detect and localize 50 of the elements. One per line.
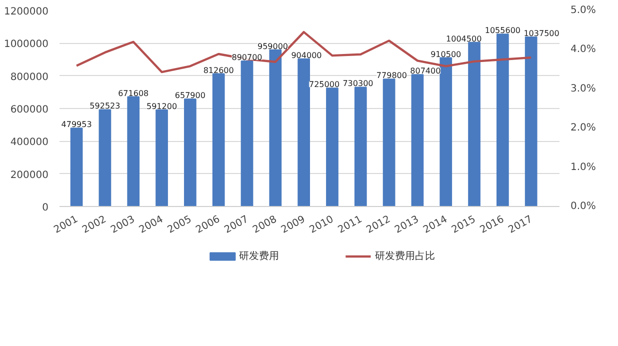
legend-label: 研发费用 [239, 250, 280, 262]
data-label: 1055600 [484, 26, 521, 36]
data-label: 904000 [291, 50, 322, 60]
bar [212, 73, 225, 206]
x-tick-label: 2011 [336, 214, 364, 236]
y2-tick-label: 2.0% [570, 122, 596, 134]
data-label: 959000 [257, 42, 288, 51]
y2-tick-label: 4.0% [570, 44, 596, 56]
bar [184, 98, 196, 206]
data-label: 910500 [430, 50, 462, 59]
y2-tick-label: 1.0% [570, 162, 596, 173]
data-label: 591200 [146, 102, 178, 111]
data-label: 1004500 [446, 34, 482, 44]
legend-label: 研发费用占比 [374, 250, 435, 262]
bar [524, 36, 538, 206]
data-label: 725000 [308, 80, 340, 90]
y2-tick-label: 0.0% [570, 201, 596, 212]
bar [496, 34, 509, 206]
bar [382, 78, 396, 206]
bar [326, 88, 338, 206]
bar [70, 128, 83, 206]
y-tick-label: 200000 [10, 170, 49, 181]
data-label: 812600 [203, 66, 234, 75]
bar [240, 60, 254, 206]
y-tick-label: 400000 [10, 137, 49, 148]
data-label: 657900 [174, 91, 206, 100]
bar [468, 42, 480, 206]
data-label: 807400 [410, 66, 441, 76]
y-tick-label: 1000000 [4, 39, 49, 50]
bar [156, 109, 168, 206]
y-tick-label: 600000 [10, 104, 49, 116]
bar [440, 57, 452, 206]
data-label: 671608 [118, 88, 149, 98]
y2-tick-label: 3.0% [570, 83, 596, 94]
bar [411, 74, 424, 206]
bar [269, 49, 282, 206]
y-tick-label: 0 [42, 202, 49, 214]
data-label: 890700 [232, 53, 262, 62]
data-label: 779800 [376, 71, 407, 80]
bar [354, 86, 367, 206]
bar [127, 96, 140, 206]
y-tick-label: 1200000 [4, 6, 49, 18]
data-label: 730300 [342, 79, 374, 88]
data-label: 479953 [61, 120, 92, 130]
y-tick-label: 800000 [10, 72, 49, 83]
bar [298, 58, 310, 206]
y2-tick-label: 5.0% [570, 5, 596, 16]
data-label: 592523 [90, 102, 120, 111]
data-label: 1037500 [524, 29, 560, 38]
bar [98, 109, 112, 206]
